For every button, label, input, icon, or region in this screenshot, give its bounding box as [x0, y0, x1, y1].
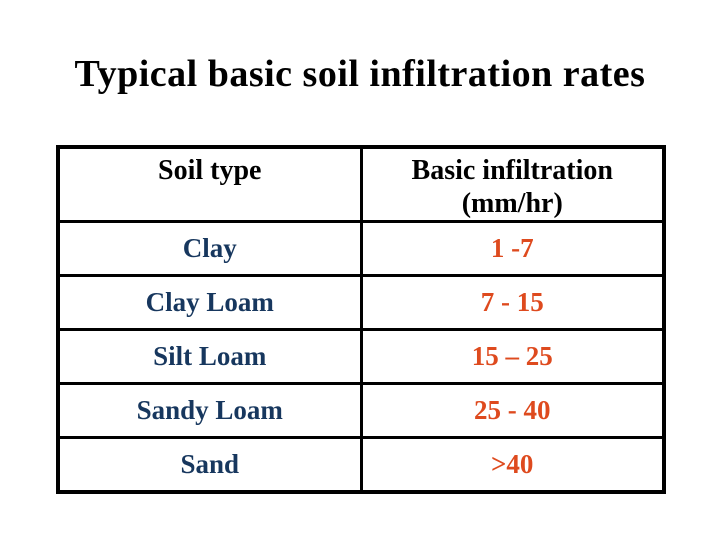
- infiltration-value-cell: 25 - 40: [359, 382, 666, 439]
- table-row: Silt Loam 15 – 25: [56, 328, 666, 385]
- infiltration-value-cell: >40: [359, 436, 666, 493]
- soil-type-header-label: Soil type: [158, 155, 262, 186]
- soil-type-cell: Clay Loam: [56, 274, 363, 331]
- infiltration-value-cell: 7 - 15: [359, 274, 666, 331]
- infiltration-value-cell: 1 -7: [359, 220, 666, 277]
- table-header-row: Soil type Basic infiltration (mm/hr): [56, 145, 666, 223]
- table-row: Clay 1 -7: [56, 220, 666, 277]
- soil-type-cell: Clay: [56, 220, 363, 277]
- infiltration-value-cell: 15 – 25: [359, 328, 666, 385]
- infiltration-header-line1: Basic infiltration: [411, 155, 613, 186]
- soil-type-cell: Silt Loam: [56, 328, 363, 385]
- slide-title: Typical basic soil infiltration rates: [74, 53, 646, 95]
- infiltration-table: Soil type Basic infiltration (mm/hr) Cla…: [56, 145, 666, 494]
- column-header-basic-infiltration: Basic infiltration (mm/hr): [359, 145, 666, 223]
- table-row: Sand >40: [56, 436, 666, 493]
- column-header-soil-type: Soil type: [56, 145, 363, 223]
- table-row: Sandy Loam 25 - 40: [56, 382, 666, 439]
- soil-type-cell: Sandy Loam: [56, 382, 363, 439]
- soil-type-cell: Sand: [56, 436, 363, 493]
- infiltration-header-line2: (mm/hr): [461, 188, 563, 219]
- table-row: Clay Loam 7 - 15: [56, 274, 666, 331]
